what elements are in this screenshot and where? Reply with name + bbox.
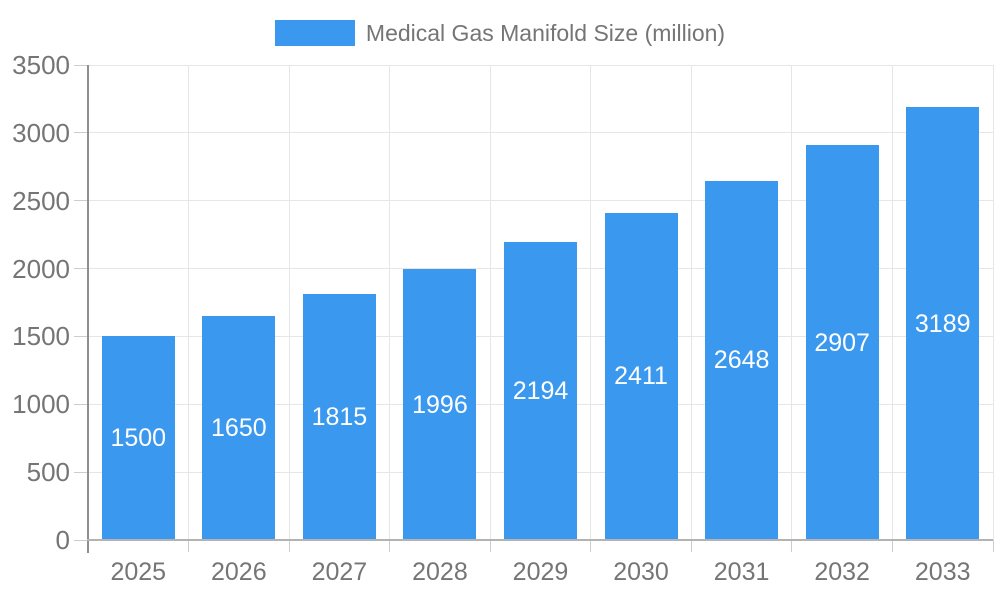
bar[interactable]	[202, 316, 276, 540]
x-gridline	[288, 65, 290, 540]
y-tick-label: 2500	[12, 185, 70, 216]
y-gridline	[88, 132, 993, 134]
bar[interactable]	[302, 293, 376, 540]
y-tick-label: 3000	[12, 117, 70, 148]
x-tick-label: 2032	[814, 558, 870, 586]
bar-value-label: 1500	[110, 424, 167, 453]
x-tick-mark	[188, 540, 190, 552]
y-tick-label: 2000	[12, 253, 70, 284]
bar-value-label: 2194	[512, 377, 569, 406]
x-tick-mark	[489, 540, 491, 552]
y-tick-mark	[74, 403, 88, 405]
x-gridline	[389, 65, 391, 540]
chart-legend[interactable]: Medical Gas Manifold Size (million)	[0, 20, 1000, 46]
x-axis-baseline	[87, 539, 993, 541]
bar[interactable]	[604, 212, 678, 540]
x-tick-mark	[690, 540, 692, 552]
y-tick-label: 1000	[12, 389, 70, 420]
y-tick-mark	[74, 471, 88, 473]
x-gridline	[590, 65, 592, 540]
x-gridline	[188, 65, 190, 540]
x-tick-mark	[288, 540, 290, 552]
x-tick-mark	[590, 540, 592, 552]
x-tick-mark	[791, 540, 793, 552]
bar[interactable]	[705, 180, 779, 540]
y-tick-label: 1500	[12, 321, 70, 352]
x-tick-mark	[891, 540, 893, 552]
bar-value-label: 2907	[814, 328, 870, 357]
x-tick-label: 2031	[713, 558, 770, 586]
bar[interactable]	[101, 336, 175, 540]
x-tick-label: 2025	[110, 558, 167, 586]
bar-value-label: 1996	[412, 390, 468, 419]
x-gridline	[489, 65, 491, 540]
x-gridline	[690, 65, 692, 540]
x-gridline	[992, 65, 994, 540]
y-tick-label: 0	[55, 525, 70, 555]
y-tick-mark	[74, 268, 88, 270]
bar-value-label: 1650	[211, 414, 267, 443]
x-tick-label: 2026	[211, 558, 267, 586]
bar[interactable]	[504, 242, 577, 540]
y-tick-label: 3500	[12, 50, 70, 80]
y-tick-mark	[74, 64, 88, 66]
x-gridline	[791, 65, 793, 540]
y-axis-line	[87, 65, 89, 553]
bar[interactable]	[805, 145, 879, 540]
bar-value-label: 2411	[614, 362, 668, 391]
y-gridline	[88, 200, 993, 202]
y-gridline	[88, 64, 993, 66]
legend-series-label: Medical Gas Manifold Size (million)	[365, 20, 726, 46]
x-tick-label: 2030	[613, 558, 669, 586]
bar[interactable]	[403, 269, 477, 540]
x-tick-label: 2029	[512, 558, 569, 586]
bar[interactable]	[906, 107, 980, 540]
y-tick-mark	[74, 335, 88, 337]
x-tick-label: 2028	[412, 558, 468, 586]
y-tick-mark	[74, 132, 88, 134]
legend-color-swatch	[274, 20, 355, 46]
x-tick-mark	[389, 540, 391, 552]
bar-value-label: 1815	[311, 402, 368, 431]
y-tick-mark	[74, 539, 88, 541]
x-tick-label: 2027	[311, 558, 368, 586]
y-tick-mark	[74, 200, 88, 202]
x-tick-label: 2033	[914, 558, 971, 586]
x-tick-mark	[992, 540, 994, 552]
x-gridline	[891, 65, 893, 540]
y-tick-label: 500	[26, 457, 70, 488]
bar-value-label: 2648	[713, 346, 770, 375]
bar-value-label: 3189	[914, 309, 971, 338]
